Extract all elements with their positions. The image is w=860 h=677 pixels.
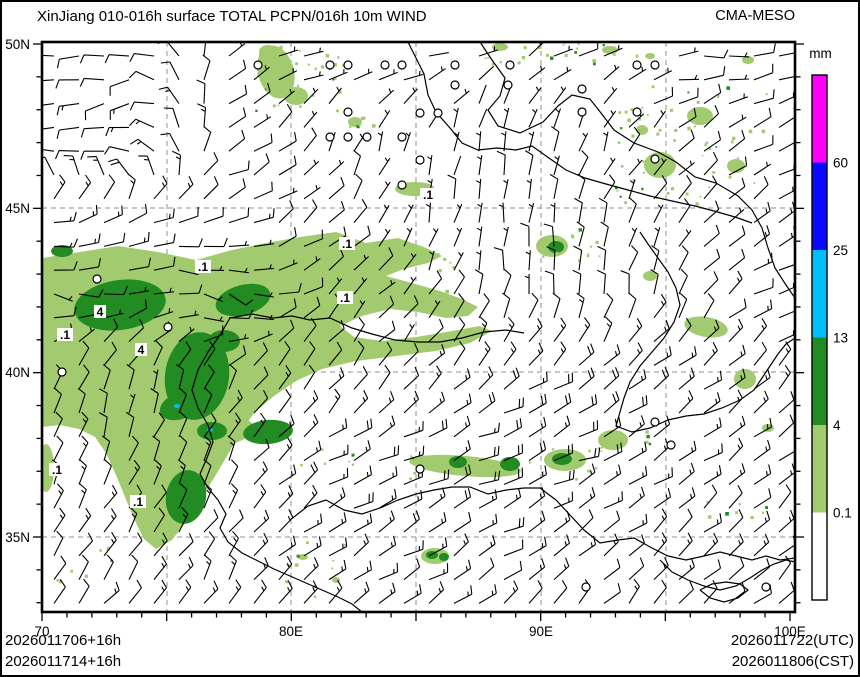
svg-text:.1: .1 (198, 260, 208, 274)
contour-labels: .1 4 4 .1 .1 .1 .1 .1 .1 (49, 188, 436, 509)
calm-wind-circle (505, 60, 515, 70)
valid-time-utc: 2026011722(UTC) (730, 632, 854, 649)
svg-text:.1: .1 (340, 291, 350, 305)
calm-wind-circle (581, 582, 591, 592)
svg-text:4: 4 (97, 305, 104, 319)
calm-wind-circle (632, 107, 642, 117)
gridlines (43, 43, 794, 611)
calm-wind-circle (362, 132, 372, 142)
lat-label: 35N (5, 530, 30, 545)
calm-wind-circle (397, 180, 407, 190)
calm-wind-circle (57, 367, 67, 377)
lat-label: 45N (5, 201, 30, 216)
calm-wind-circle (325, 132, 335, 142)
calm-wind-circle (577, 84, 587, 94)
valid-time-cst: 2026011806(CST) (731, 653, 854, 670)
svg-text:.1: .1 (60, 328, 70, 342)
colorbar: 60 25 13 4 0.1 mm (809, 46, 852, 601)
calm-wind-circle (415, 108, 425, 118)
calm-wind-circle (503, 80, 513, 90)
lon-label: 70 (34, 624, 49, 639)
calm-wind-circle (253, 60, 263, 70)
calm-wind-circle (650, 154, 660, 164)
svg-text:.1: .1 (133, 495, 143, 509)
colorbar-tick-label: 60 (833, 156, 848, 171)
lat-label: 40N (5, 365, 30, 380)
model-label: CMA-MESO (715, 8, 795, 24)
calm-wind-circle (343, 60, 353, 70)
calm-wind-circle (325, 60, 335, 70)
calm-wind-circle (650, 60, 660, 70)
calm-wind-circle (397, 132, 407, 142)
map-frame (40, 40, 797, 614)
calm-wind-circle (450, 80, 460, 90)
calm-wind-circle (163, 322, 173, 332)
colorbar-tick-label: 25 (833, 243, 848, 258)
colorbar-tick-label: 13 (833, 331, 848, 346)
svg-text:.1: .1 (423, 188, 433, 202)
lon-label: 80E (279, 624, 303, 639)
svg-text:4: 4 (138, 343, 145, 357)
page-title: XinJiang 010-016h surface TOTAL PCPN/016… (37, 8, 427, 25)
svg-text:.1: .1 (342, 237, 352, 251)
calm-wind-circle (761, 582, 771, 592)
lat-label: 50N (5, 37, 30, 52)
wind-barbs (43, 43, 794, 604)
calm-wind-circle (450, 60, 460, 70)
calm-wind-circle (433, 108, 443, 118)
calm-wind-circle (343, 107, 353, 117)
calm-wind-circle (415, 464, 425, 474)
colorbar-tick-label: 4 (833, 418, 841, 433)
lon-label: 100E (774, 624, 806, 639)
calm-wind-circle (415, 155, 425, 165)
calm-wind-circle (397, 60, 407, 70)
lon-label: 90E (529, 624, 553, 639)
calm-wind-circle (92, 274, 102, 284)
calm-wind-circle (577, 107, 587, 117)
calm-wind-circle (650, 417, 660, 427)
init-time-cst: 2026011714+16h (5, 653, 122, 670)
calm-wind-circle (666, 440, 676, 450)
calm-wind-circle (380, 60, 390, 70)
map-plot-layer: .1 4 4 .1 .1 .1 .1 .1 .1 (43, 43, 794, 611)
colorbar-units: mm (809, 46, 832, 61)
axis-labels: 50N 45N 40N 35N 70 80E 90E 100E (5, 37, 806, 639)
init-time-utc: 2026011706+16h (5, 632, 122, 649)
calm-wind-circle (343, 132, 353, 142)
colorbar-tick-label: 0.1 (833, 506, 852, 521)
svg-text:.1: .1 (52, 463, 62, 477)
calm-wind-circle (632, 60, 642, 70)
